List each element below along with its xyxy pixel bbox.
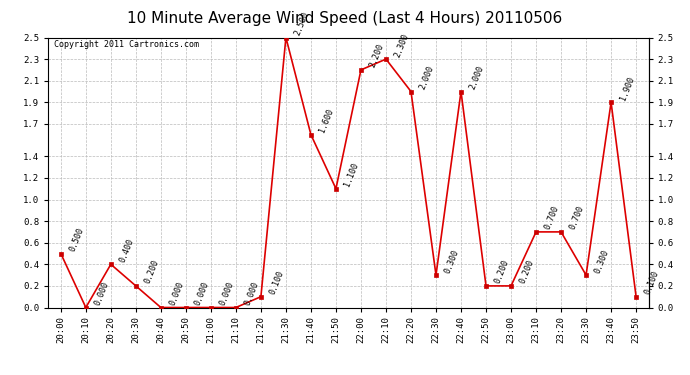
Text: 0.000: 0.000 (92, 280, 110, 307)
Text: 0.000: 0.000 (168, 280, 186, 307)
Text: 0.200: 0.200 (518, 259, 535, 285)
Text: 0.300: 0.300 (593, 248, 611, 274)
Text: 0.300: 0.300 (443, 248, 461, 274)
Text: 0.700: 0.700 (543, 205, 561, 231)
Text: 2.500: 2.500 (293, 10, 310, 37)
Text: 2.200: 2.200 (368, 43, 386, 69)
Text: 2.300: 2.300 (393, 32, 411, 58)
Text: 0.000: 0.000 (218, 280, 235, 307)
Text: 0.200: 0.200 (143, 259, 161, 285)
Text: 0.500: 0.500 (68, 226, 86, 253)
Text: 2.000: 2.000 (418, 64, 435, 91)
Text: 0.400: 0.400 (118, 237, 135, 264)
Text: 1.100: 1.100 (343, 161, 361, 188)
Text: Copyright 2011 Cartronics.com: Copyright 2011 Cartronics.com (55, 40, 199, 49)
Text: 0.700: 0.700 (568, 205, 586, 231)
Text: 2.000: 2.000 (468, 64, 486, 91)
Text: 0.000: 0.000 (193, 280, 210, 307)
Text: 0.000: 0.000 (243, 280, 261, 307)
Text: 10 Minute Average Wind Speed (Last 4 Hours) 20110506: 10 Minute Average Wind Speed (Last 4 Hou… (128, 11, 562, 26)
Text: 0.100: 0.100 (643, 269, 661, 296)
Text: 0.100: 0.100 (268, 269, 286, 296)
Text: 1.600: 1.600 (318, 107, 335, 134)
Text: 0.200: 0.200 (493, 259, 511, 285)
Text: 1.900: 1.900 (618, 75, 635, 102)
